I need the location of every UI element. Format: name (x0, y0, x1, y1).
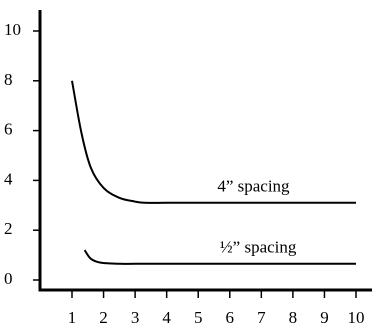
x-tick-label: 6 (226, 308, 235, 327)
series-line-0 (71, 80, 356, 204)
x-tick-label: 9 (320, 308, 329, 327)
y-tick-label: 2 (4, 219, 13, 238)
x-tick-label: 2 (99, 308, 108, 327)
x-tick-label: 1 (68, 308, 77, 327)
annotation-layer: 4” spacing ½” spacing (217, 176, 297, 256)
series-label-1: ½” spacing (220, 237, 297, 256)
y-tick-label: 6 (4, 120, 13, 139)
x-tick-label: 4 (162, 308, 171, 327)
x-tick-label: 5 (194, 308, 203, 327)
x-tick-label: 8 (289, 308, 298, 327)
y-tick-label: 0 (4, 269, 13, 288)
series-label-0: 4” spacing (217, 176, 290, 195)
y-tick-label: 10 (4, 20, 21, 39)
x-tick-label: 7 (257, 308, 266, 327)
x-tick-label: 10 (348, 308, 365, 327)
y-tick-label: 4 (4, 169, 13, 188)
x-tick-label: 3 (131, 308, 140, 327)
series-layer (71, 80, 356, 265)
y-tick-label: 8 (4, 70, 13, 89)
series-line-1 (83, 249, 356, 265)
